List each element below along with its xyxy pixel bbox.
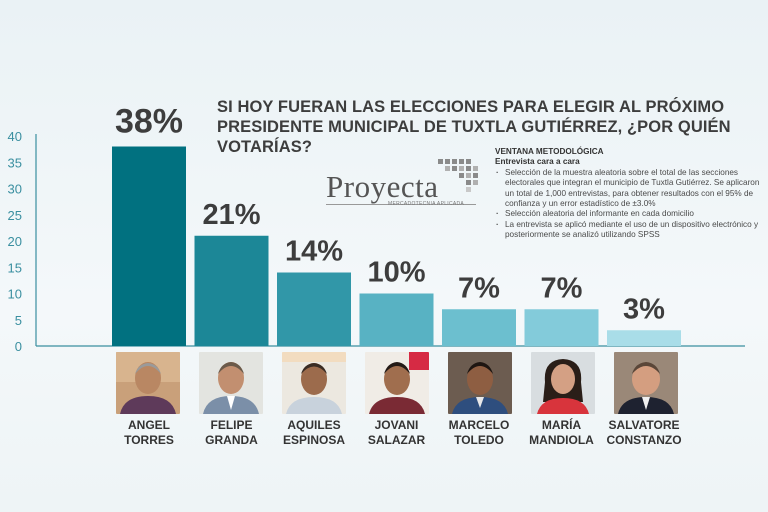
bar (524, 309, 599, 346)
x-tick-label-line: AQUILES (287, 418, 341, 432)
methodology-list: Selección de la muestra aleatoria sobre … (495, 168, 765, 241)
y-tick-label: 10 (8, 287, 22, 302)
bar (442, 309, 516, 346)
x-tick-label: MARCELO TOLEDO (434, 418, 524, 448)
chart-title: SI HOY FUERAN LAS ELECCIONES PARA ELEGIR… (217, 98, 731, 156)
x-tick-label: JOVANI SALAZAR (352, 418, 442, 448)
bar (607, 330, 681, 346)
x-tick-label-line: ESPINOSA (282, 433, 345, 447)
bar (194, 235, 269, 346)
data-label: 14% (285, 236, 343, 268)
x-tick-label: MARÍA MANDIOLA (517, 418, 607, 448)
x-tick-label: FELIPE GRANDA (187, 418, 277, 448)
logo-tagline: MERCADOTECNIA APLICADA (388, 201, 465, 207)
logo-name: Proyecta (326, 169, 439, 204)
data-label: 10% (367, 257, 425, 289)
x-tick-label-line: TOLEDO (454, 433, 504, 447)
methodology-subheading: Entrevista cara a cara (495, 157, 580, 167)
x-tick-label-line: MANDIOLA (529, 433, 594, 447)
y-tick-label: 30 (8, 182, 22, 197)
methodology-heading: VENTANA METODOLÓGICA (495, 147, 604, 156)
candidate-photo-salvatore-constanzo (614, 352, 678, 414)
bar (277, 272, 351, 346)
y-tick-label: 35 (8, 155, 22, 170)
methodology-item: Selección aleatoria del informante en ca… (496, 209, 765, 220)
candidate-photo-aquiles-espinosa (282, 352, 346, 414)
data-label: 3% (623, 293, 665, 325)
y-tick-label: 20 (8, 234, 22, 249)
candidate-photo-felipe-granda (199, 352, 263, 414)
x-tick-label-line: MARCELO (448, 418, 510, 432)
logo-pixel-icon (438, 159, 478, 192)
x-tick-label-line: SALAZAR (367, 433, 426, 447)
methodology-box: VENTANA METODOLÓGICA Entrevista cara a c… (495, 147, 765, 241)
candidate-photo-jovani-salazar (365, 352, 429, 414)
x-tick-label: SALVATORE CONSTANZO (599, 418, 689, 448)
data-label: 21% (202, 199, 260, 231)
data-label: 7% (458, 272, 500, 304)
methodology-item: Selección de la muestra aleatoria sobre … (496, 168, 765, 210)
bar (359, 293, 434, 346)
data-label: 7% (541, 272, 583, 304)
x-tick-label-line: SALVATORE (608, 418, 680, 432)
y-tick-label: 40 (8, 129, 22, 144)
bar (112, 146, 186, 346)
x-tick-label-line: CONSTANZO (606, 433, 682, 447)
proyecta-logo: Proyecta MERCADOTECNIA APLICADA (326, 157, 486, 209)
x-tick-label-line: TORRES (124, 433, 174, 447)
methodology-item: La entrevista se aplicó mediante el uso … (496, 220, 765, 241)
y-tick-label: 25 (8, 208, 22, 223)
x-tick-label-line: JOVANI (374, 418, 419, 432)
candidate-photo-angel-torres (116, 352, 180, 414)
y-tick-label: 0 (15, 339, 22, 354)
x-tick-label-line: GRANDA (205, 433, 258, 447)
data-label: 38% (115, 103, 183, 141)
x-tick-label: ANGEL TORRES (104, 418, 194, 448)
y-tick-label: 5 (15, 313, 22, 328)
x-tick-label-line: MARÍA (541, 418, 582, 432)
x-tick-label-line: FELIPE (210, 418, 253, 432)
y-tick-label: 15 (8, 260, 22, 275)
x-tick-label-line: ANGEL (128, 418, 170, 432)
x-tick-label: AQUILES ESPINOSA (269, 418, 359, 448)
candidate-photo-maria-mandiola (531, 352, 595, 414)
candidate-photo-marcelo-toledo (448, 352, 512, 414)
logo-divider (326, 204, 476, 205)
